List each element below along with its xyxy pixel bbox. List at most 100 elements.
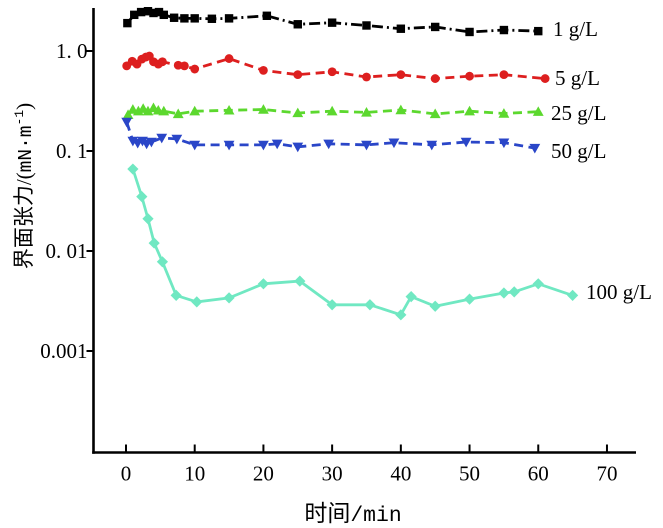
series-marker	[395, 309, 407, 321]
x-tick-label: 10	[184, 462, 205, 486]
y-axis-title-cjk: 界面张力	[12, 185, 36, 270]
series-marker	[327, 18, 337, 27]
series-marker	[154, 7, 164, 17]
series-marker	[142, 105, 154, 116]
y-tick-label: 0. 01	[46, 239, 88, 263]
series-marker	[149, 8, 158, 18]
series-marker	[190, 64, 200, 74]
y-tick-label: 1. 0	[56, 39, 88, 63]
series-marker	[361, 140, 372, 151]
series-marker	[223, 292, 235, 304]
series-marker	[207, 14, 217, 23]
series-marker	[498, 108, 510, 118]
series-marker	[156, 256, 169, 268]
y-axis-title-open: /(	[12, 172, 36, 186]
x-tick-label: 30	[322, 462, 343, 486]
series-marker	[396, 70, 406, 80]
y-tick-label: 0.001	[40, 339, 87, 363]
series-marker	[395, 104, 407, 115]
series-marker	[132, 105, 144, 116]
series-marker	[257, 278, 270, 290]
series-marker	[540, 74, 550, 83]
series-marker	[130, 10, 139, 20]
series-label-25gL: 25 g/L	[551, 101, 607, 125]
series-marker	[159, 10, 168, 20]
x-tick-label: 60	[528, 462, 549, 486]
series-marker	[326, 105, 338, 116]
x-tick-label: 50	[459, 462, 480, 486]
series-marker	[223, 140, 235, 151]
series-marker	[142, 213, 154, 225]
series-marker	[463, 293, 476, 305]
x-tick-label: 40	[390, 462, 411, 486]
series-marker	[170, 289, 182, 301]
series-marker	[191, 296, 203, 308]
series-marker	[224, 54, 234, 63]
series-marker	[169, 13, 179, 22]
x-axis-title: 时间/min	[268, 494, 438, 528]
x-tick-label: 70	[596, 462, 617, 486]
series-marker	[292, 142, 304, 153]
series-marker	[121, 117, 133, 128]
series-label-5gL: 5 g/L	[555, 66, 600, 90]
series-marker	[123, 18, 132, 28]
series-marker	[259, 65, 268, 75]
series-marker	[172, 108, 184, 119]
series-marker	[498, 138, 510, 149]
series-line	[125, 54, 546, 81]
series-marker	[529, 143, 541, 154]
series-marker	[271, 139, 283, 150]
series-marker	[464, 105, 475, 116]
series-marker	[361, 107, 372, 117]
series-marker	[262, 11, 272, 20]
series-marker	[429, 300, 441, 312]
x-tick-label: 20	[253, 462, 274, 486]
series-marker	[532, 278, 544, 290]
series-marker	[532, 106, 544, 116]
series-marker	[156, 133, 168, 144]
series-marker	[294, 275, 306, 287]
series-marker	[148, 237, 160, 249]
series-marker	[223, 104, 235, 115]
y-axis-exponent: -1	[12, 109, 27, 126]
series-marker	[534, 26, 543, 36]
series-label-50gL: 50 g/L	[551, 139, 607, 163]
x-tick-label: 0	[121, 462, 132, 486]
series-marker	[327, 67, 337, 77]
series-marker	[158, 57, 167, 67]
y-tick-label: 0. 1	[56, 139, 88, 163]
series-marker	[127, 163, 139, 175]
series-marker	[224, 14, 234, 23]
series-marker	[136, 7, 146, 17]
series-marker	[405, 290, 417, 303]
series-marker	[364, 299, 376, 311]
series-marker	[190, 14, 199, 23]
series-marker	[323, 139, 335, 150]
series-marker	[189, 140, 201, 151]
y-axis-unit: mN·m	[15, 125, 37, 173]
series-marker	[498, 287, 510, 299]
series-marker	[430, 74, 440, 83]
series-marker	[180, 61, 189, 71]
series-marker	[388, 138, 400, 149]
x-axis-unit: /min	[350, 504, 402, 528]
series-marker	[258, 104, 269, 114]
series-marker	[146, 137, 157, 148]
series-marker	[460, 137, 472, 148]
x-axis-title-cjk: 时间	[304, 501, 351, 526]
series-marker	[426, 140, 438, 151]
series-marker	[143, 7, 153, 16]
series-label-1gL: 1 g/L	[553, 17, 598, 41]
series-marker	[429, 108, 441, 119]
series-marker	[567, 289, 579, 301]
series-marker	[430, 22, 440, 32]
series-marker	[465, 27, 474, 37]
y-axis-title: 界面张力/(mN·m-1)	[8, 66, 37, 306]
series-marker	[499, 70, 509, 80]
series-marker	[292, 107, 304, 118]
series-marker	[171, 134, 183, 145]
series-label-100gL: 100 g/L	[586, 280, 652, 304]
series-marker	[362, 21, 371, 30]
series-marker	[508, 286, 520, 298]
